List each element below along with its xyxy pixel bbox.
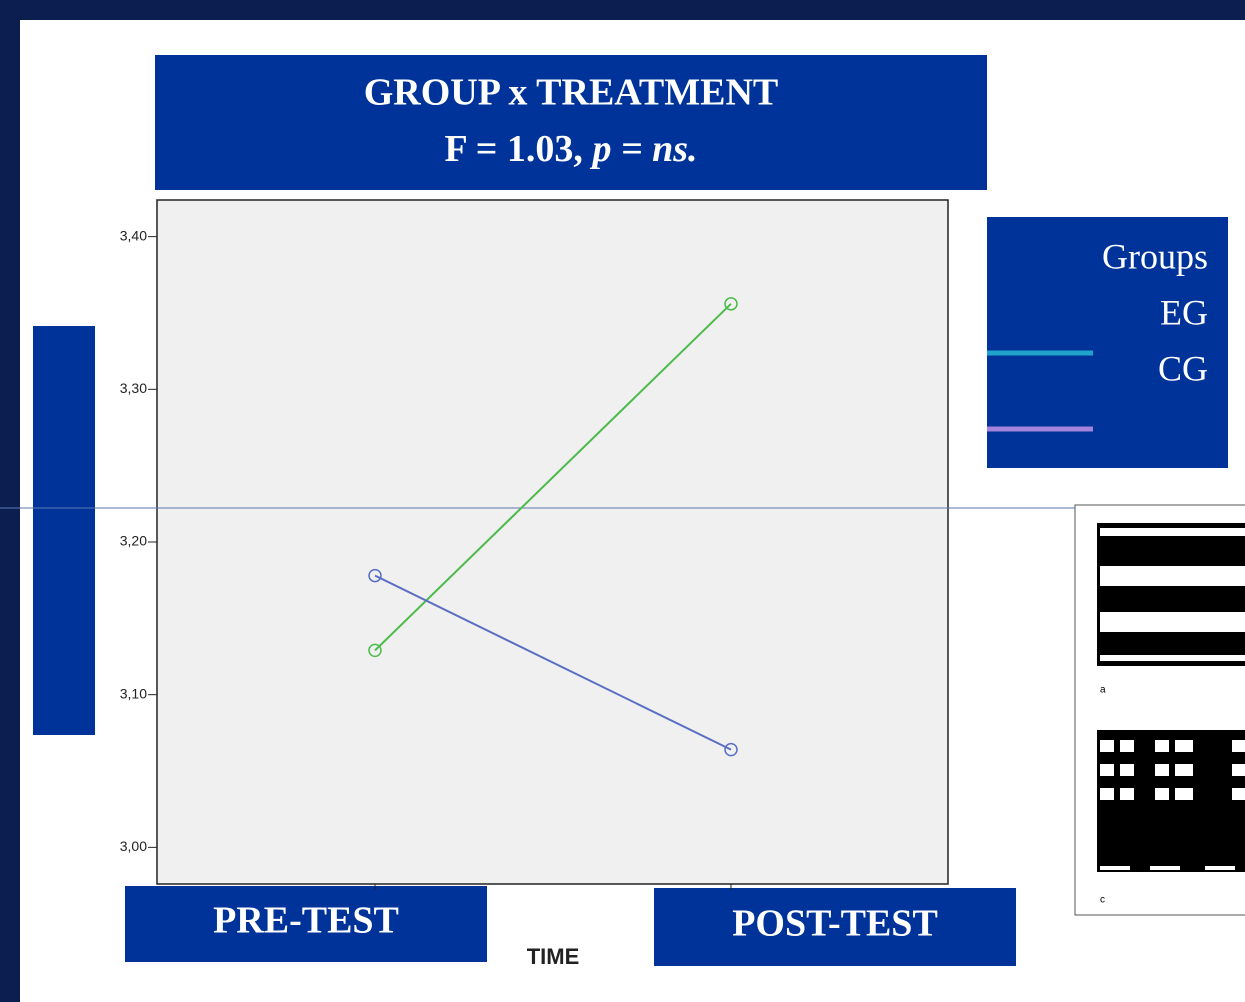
chart-title: GROUP x TREATMENT bbox=[364, 72, 779, 114]
subtitle-stat: F = 1.03, bbox=[444, 128, 582, 170]
top-bar bbox=[0, 0, 1245, 20]
figure-panel bbox=[1097, 730, 1245, 872]
figure-label: a bbox=[1100, 685, 1106, 696]
left-bar bbox=[0, 0, 20, 1002]
legend-label: CG bbox=[1158, 348, 1208, 388]
legend-label: EG bbox=[1160, 292, 1208, 332]
y-tick-label: 3,40 bbox=[120, 227, 147, 243]
x-tick-label: PRE-TEST bbox=[213, 900, 399, 942]
y-label-box bbox=[33, 326, 95, 735]
figure-panel bbox=[1097, 523, 1245, 666]
x-axis-label: TIME bbox=[527, 944, 580, 969]
y-tick-label: 3,20 bbox=[120, 533, 147, 549]
subtitle-p: p = ns. bbox=[589, 128, 697, 170]
figure-stripe bbox=[1100, 655, 1245, 661]
plot-area bbox=[157, 200, 948, 884]
chart-subtitle: F = 1.03, p = ns. bbox=[444, 128, 697, 170]
legend-title: Groups bbox=[1102, 236, 1208, 276]
y-tick-label: 3,00 bbox=[120, 838, 147, 854]
x-tick-label: POST-TEST bbox=[732, 903, 938, 945]
y-tick-label: 3,10 bbox=[120, 685, 147, 701]
figure-stripe bbox=[1100, 566, 1245, 586]
figure-stripe bbox=[1100, 612, 1245, 632]
figure-stripe bbox=[1100, 528, 1245, 536]
figure-label: c bbox=[1100, 895, 1105, 906]
y-tick-label: 3,30 bbox=[120, 380, 147, 396]
side-figure: a c bbox=[1075, 505, 1245, 915]
slide: GROUP x TREATMENT F = 1.03, p = ns. Grou… bbox=[0, 0, 1245, 1002]
